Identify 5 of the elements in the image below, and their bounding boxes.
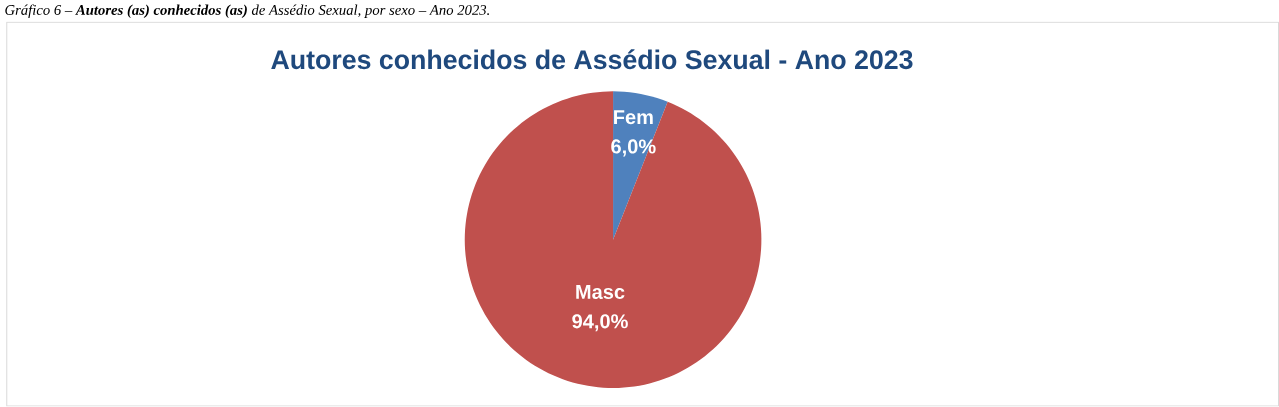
slice-label: Fem <box>614 110 653 125</box>
chart-title: Autores conhecidos de Assédio Sexual - Ano 2023 <box>271 49 913 70</box>
text: Gráfico 6 – Autores (as) conhecidos (as) de Assédio Sexual, por sexo – Ano 2023. <box>5 4 489 19</box>
slice-label: Masc <box>576 285 625 300</box>
data-label: 94,0% <box>572 314 628 332</box>
